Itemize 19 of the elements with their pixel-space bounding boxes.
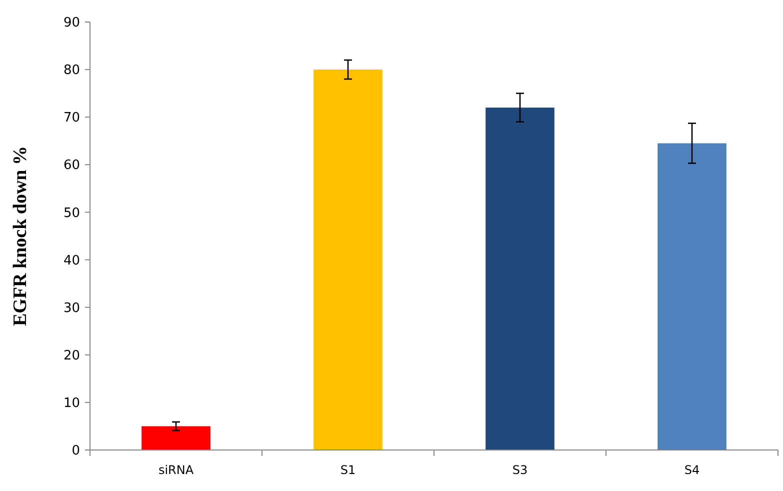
y-tick-label: 50: [63, 206, 80, 221]
y-tick-label: 10: [63, 396, 80, 411]
bar: [486, 108, 554, 450]
x-tick-label: S1: [340, 463, 356, 477]
x-tick-label: S4: [684, 463, 700, 477]
y-tick-label: 40: [63, 253, 80, 268]
y-tick-label: 30: [63, 300, 80, 316]
y-axis-title: EGFR knock down %: [10, 146, 31, 326]
x-tick-label: siRNA: [158, 463, 194, 477]
bar: [658, 143, 726, 450]
y-tick-label: 90: [63, 16, 80, 31]
y-tick-label: 0: [72, 444, 80, 459]
bar: [142, 426, 210, 450]
bar: [314, 70, 382, 450]
x-tick-label: S3: [512, 463, 528, 477]
y-tick-label: 20: [63, 348, 80, 364]
y-tick-label: 80: [63, 63, 80, 78]
y-tick-label: 70: [63, 110, 80, 126]
y-tick-label: 60: [63, 158, 80, 174]
